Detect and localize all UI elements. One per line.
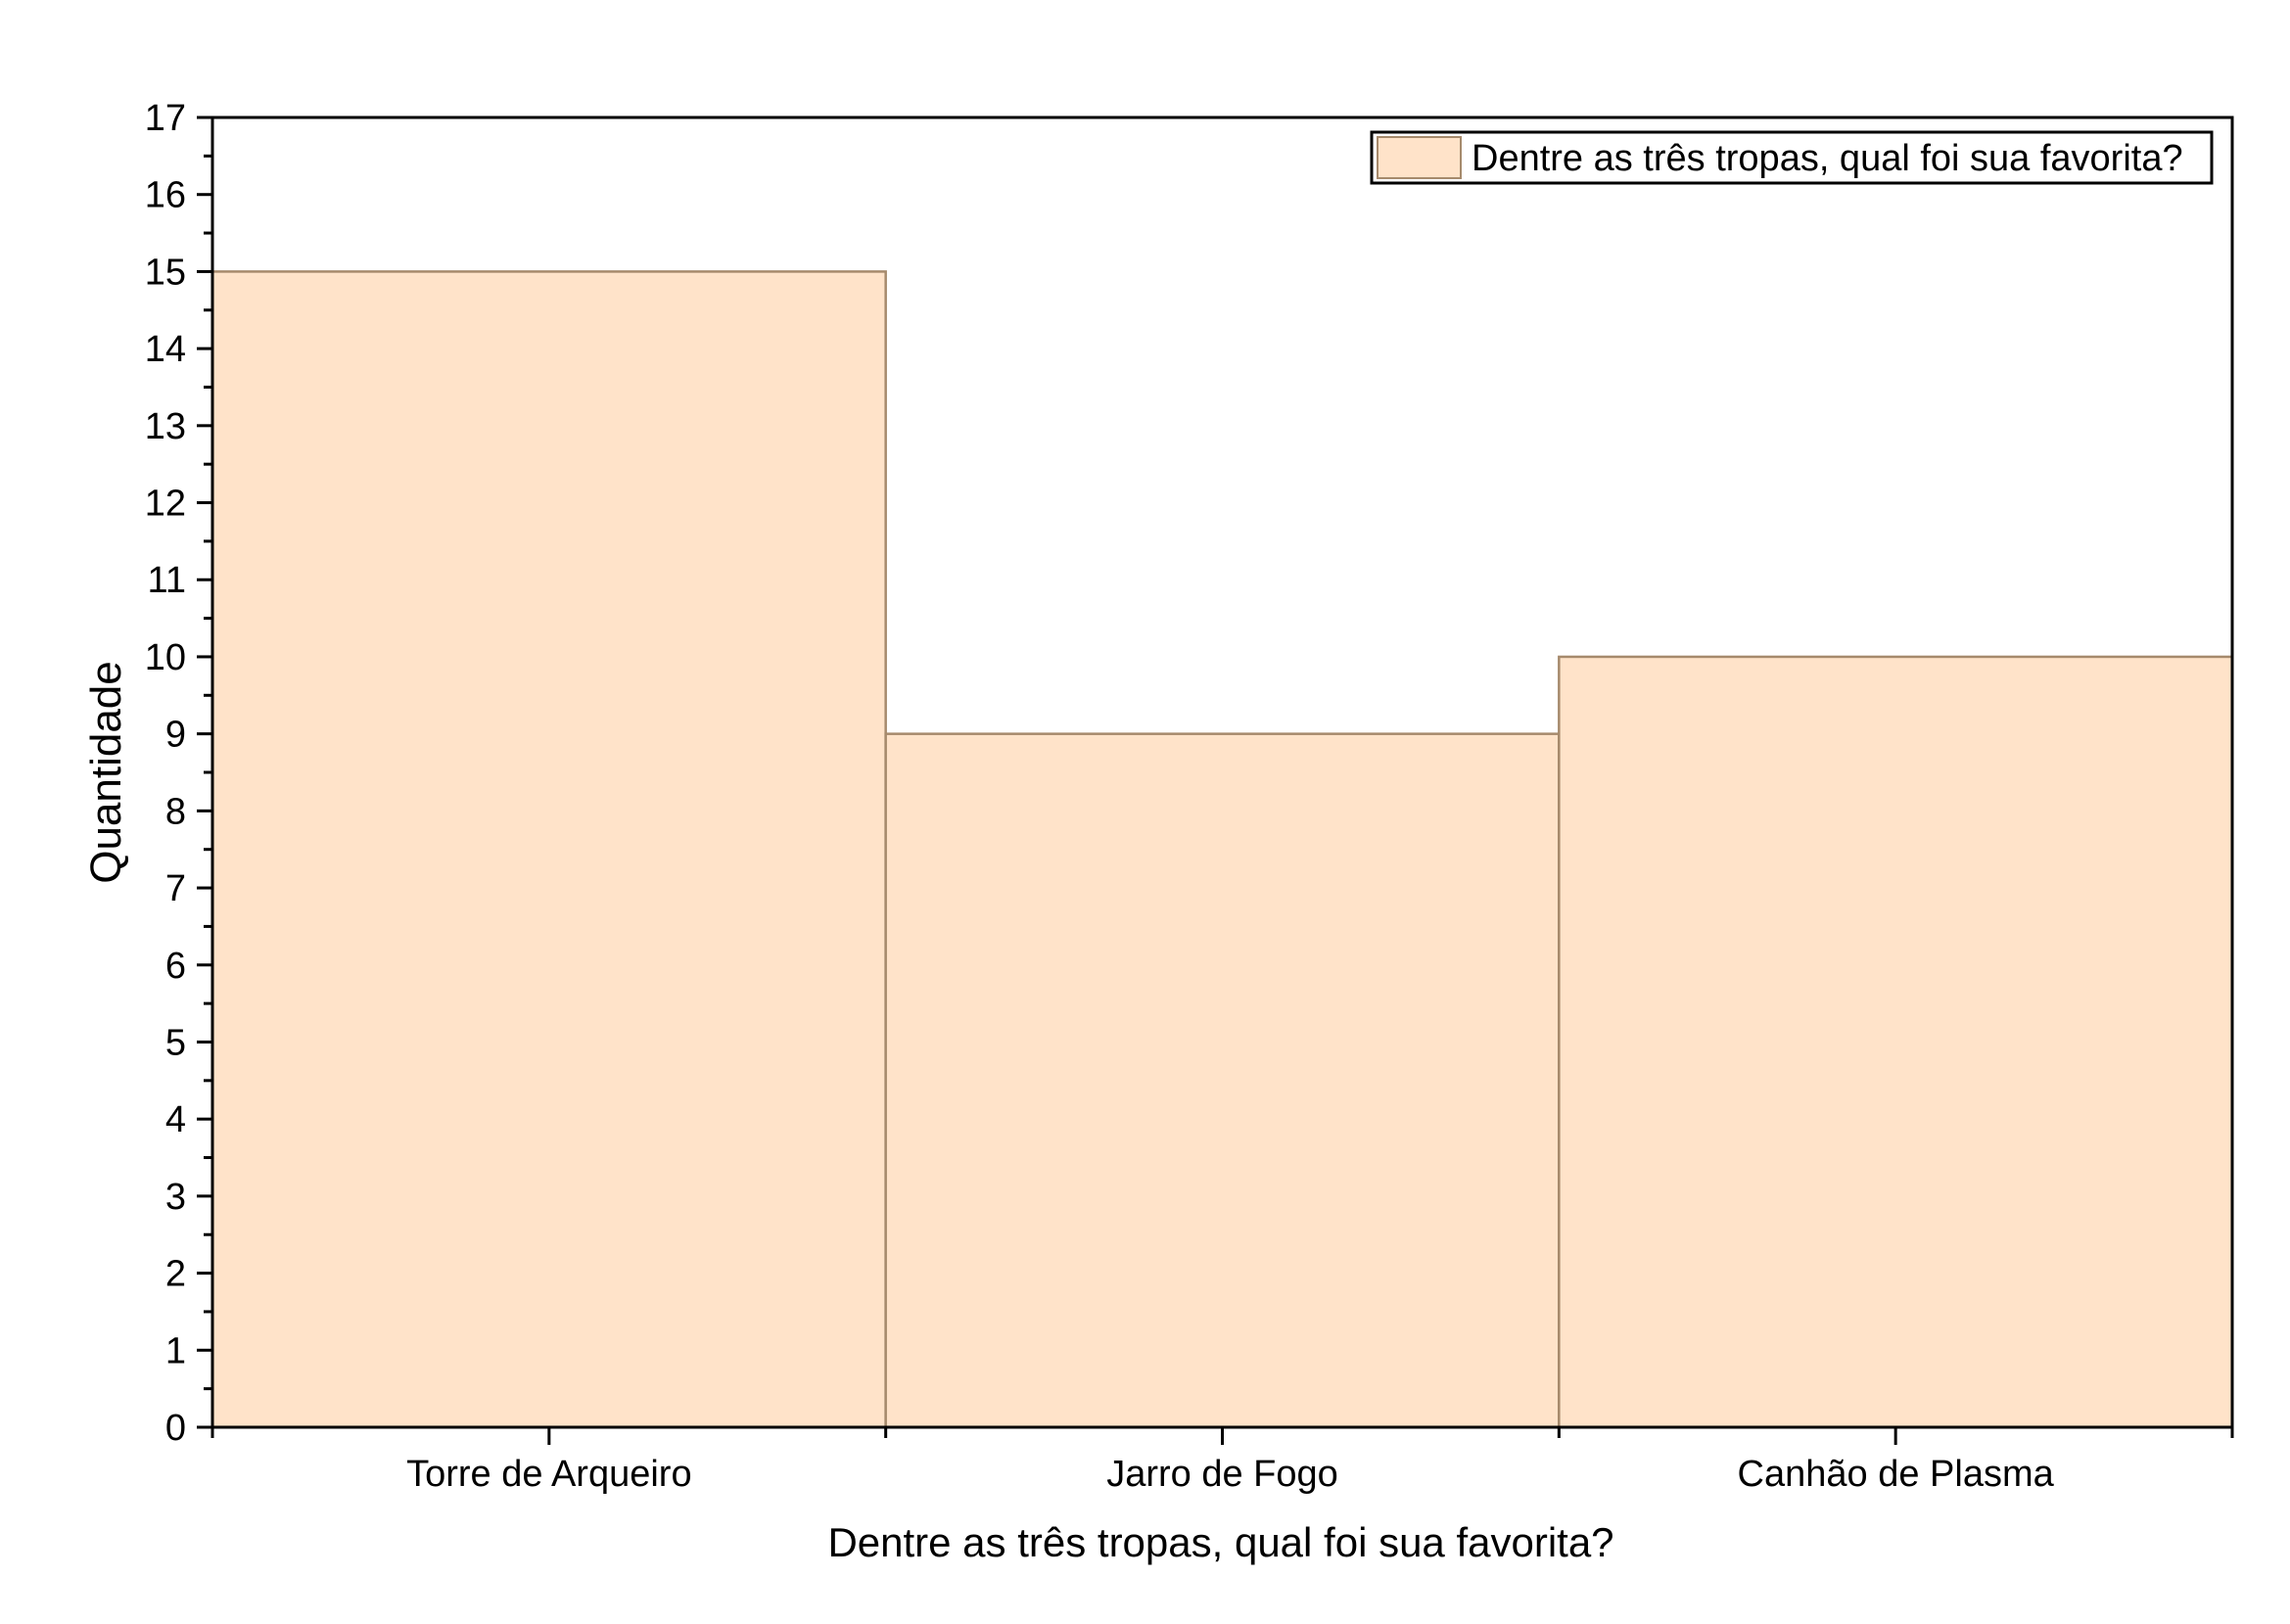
y-tick-label: 16 <box>145 175 186 216</box>
bars-layer <box>210 270 2234 1429</box>
y-tick-label: 4 <box>165 1099 186 1140</box>
bar-3 <box>1558 655 2234 1429</box>
y-tick-label: 0 <box>165 1408 186 1449</box>
y-tick-label: 10 <box>145 637 186 678</box>
y-tick-label: 6 <box>165 946 186 987</box>
y-tick-label: 17 <box>145 98 186 139</box>
bar-1 <box>210 270 887 1429</box>
y-tick-label: 9 <box>165 715 186 756</box>
y-tick-label: 8 <box>165 791 186 832</box>
legend-box <box>1370 130 2214 185</box>
legend-swatch <box>1377 136 1462 179</box>
x-axis-label: Dentre as três tropas, qual foi sua favo… <box>827 1519 1613 1565</box>
y-tick-label: 15 <box>145 252 186 293</box>
y-tick-label: 14 <box>145 329 186 370</box>
y-tick-label: 3 <box>165 1177 186 1218</box>
bar-2 <box>884 732 1561 1429</box>
legend: Dentre as três tropas, qual foi sua favo… <box>1370 130 2214 185</box>
y-axis-label: Quantidade <box>82 661 130 884</box>
y-tick-label: 7 <box>165 868 186 909</box>
y-tick-label: 2 <box>165 1254 186 1295</box>
legend-label: Dentre as três tropas, qual foi sua favo… <box>1472 138 2183 179</box>
x-tick-label: Canhão de Plasma <box>1738 1454 2055 1495</box>
x-tick-label: Jarro de Fogo <box>1106 1454 1338 1495</box>
y-tick-label: 5 <box>165 1022 186 1063</box>
x-tick-label: Torre de Arqueiro <box>406 1454 692 1495</box>
y-tick-label: 1 <box>165 1330 186 1371</box>
y-tick-label: 13 <box>145 406 186 447</box>
y-tick-label: 11 <box>148 560 186 601</box>
x-axis: Torre de Arqueiro Jarro de Fogo Canhão de … <box>210 1427 2234 1495</box>
y-tick-label: 12 <box>145 484 186 525</box>
